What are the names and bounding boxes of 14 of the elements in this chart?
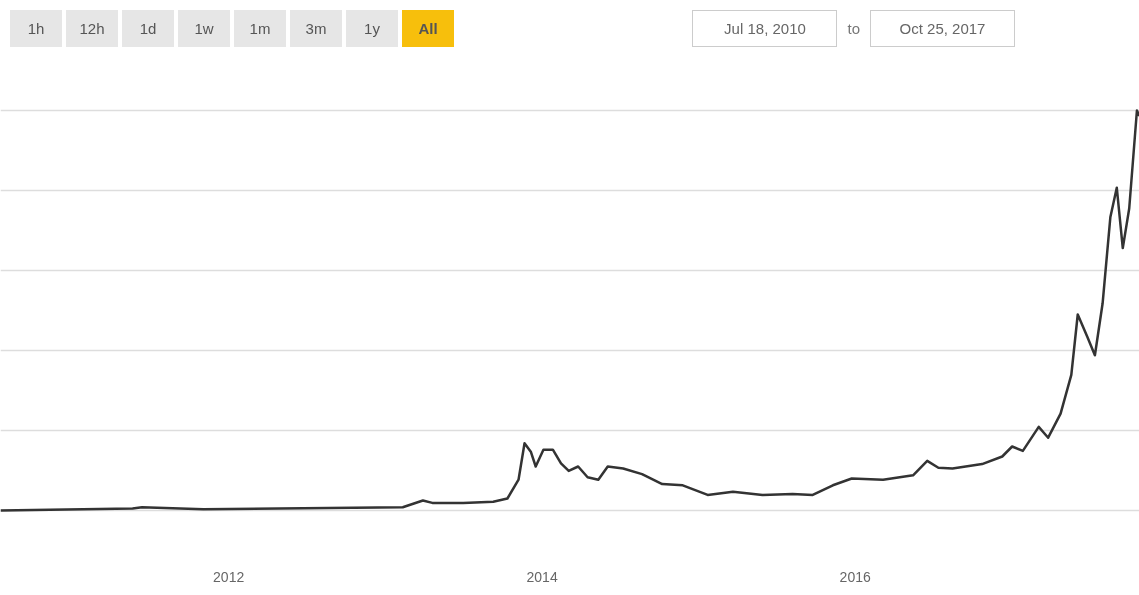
text: 3m	[290, 10, 342, 48]
text: 12h	[66, 10, 118, 48]
text: All	[402, 10, 454, 48]
text: to	[847, 19, 860, 39]
x-tick-label: 2016	[839, 568, 871, 585]
text: 1w	[178, 10, 230, 48]
text: Oct 25, 2017	[870, 10, 1015, 48]
text: 1m	[234, 10, 286, 48]
x-tick-label: 2014	[526, 568, 558, 585]
text: 1h	[10, 10, 62, 48]
text: Jul 18, 2010	[692, 10, 838, 48]
text: 1y	[346, 10, 398, 48]
x-tick-label: 2012	[213, 568, 245, 585]
text: 1d	[122, 10, 174, 48]
